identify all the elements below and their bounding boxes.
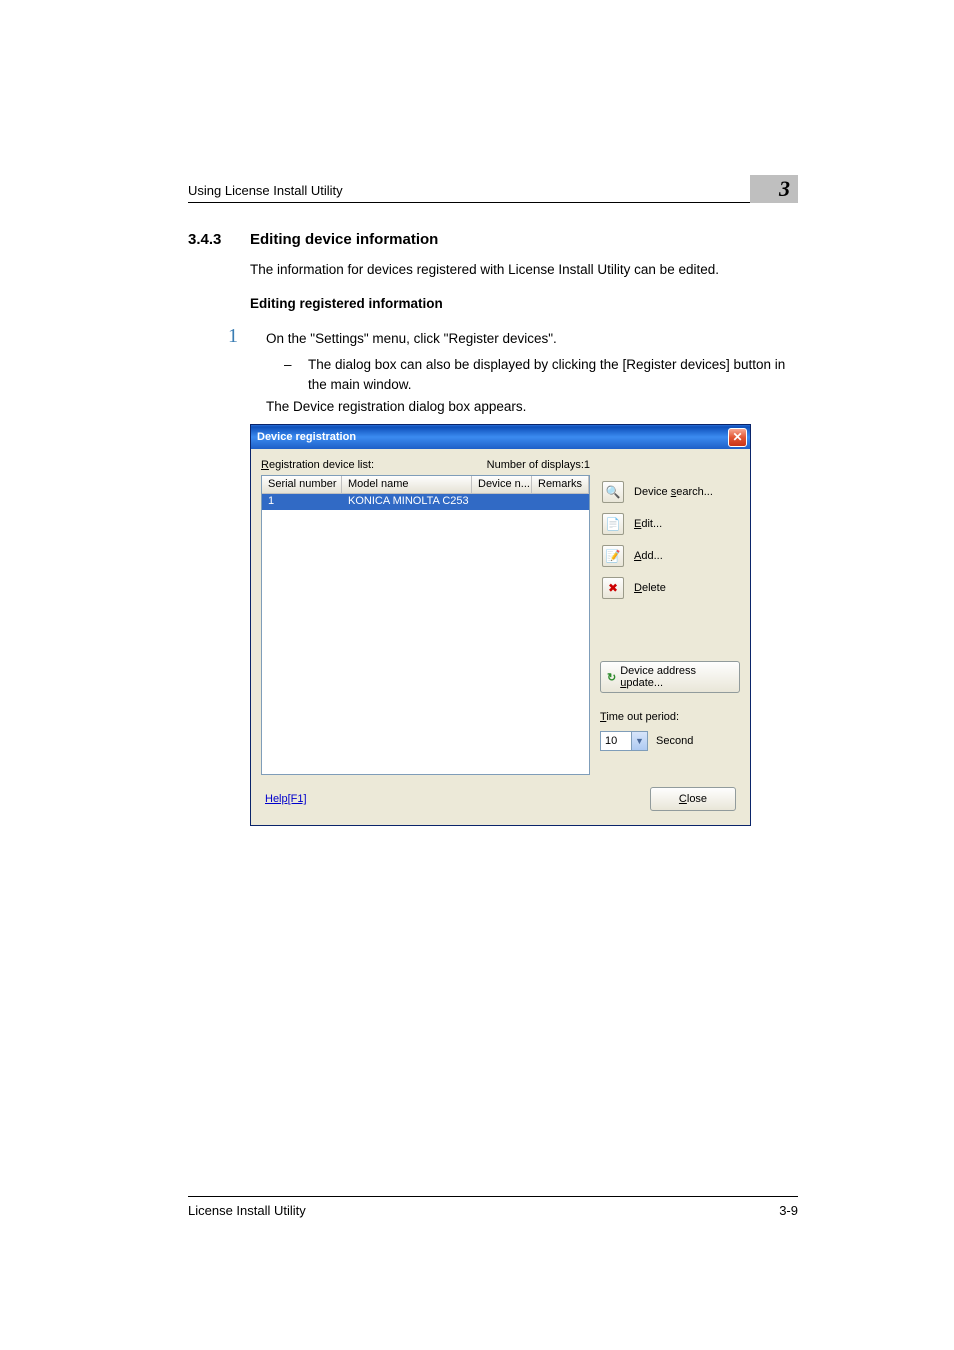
chapter-number: 3 bbox=[779, 176, 790, 202]
step-text: On the "Settings" menu, click "Register … bbox=[266, 325, 557, 349]
delete-icon: ✖ bbox=[602, 577, 624, 599]
col-remarks[interactable]: Remarks bbox=[532, 476, 589, 493]
add-icon: 📝 bbox=[602, 545, 624, 567]
sub-heading: Editing registered information bbox=[250, 296, 798, 311]
list-pane: Registration device list: Number of disp… bbox=[261, 459, 590, 775]
search-icon: 🔍 bbox=[602, 481, 624, 503]
col-devname[interactable]: Device n... bbox=[472, 476, 532, 493]
section-number: 3.4.3 bbox=[188, 231, 232, 248]
timeout-unit: Second bbox=[656, 735, 693, 747]
edit-icon: 📄 bbox=[602, 513, 624, 535]
running-head-text: Using License Install Utility bbox=[188, 183, 750, 198]
cell-serial: 1 bbox=[262, 494, 342, 510]
footer-right: 3-9 bbox=[779, 1203, 798, 1218]
intro-paragraph: The information for devices registered w… bbox=[250, 260, 798, 280]
button-pane: 🔍 Device search... 📄 Edit... 📝 Add... ✖ … bbox=[600, 459, 740, 775]
bullet-text: The dialog box can also be displayed by … bbox=[308, 355, 798, 396]
close-button[interactable]: Close bbox=[650, 787, 736, 811]
listview-header[interactable]: Serial number Model name Device n... Rem… bbox=[262, 476, 589, 494]
device-registration-dialog: Device registration ✕ Registration devic… bbox=[250, 424, 751, 826]
add-label: Add... bbox=[634, 550, 663, 562]
page-footer: License Install Utility 3-9 bbox=[188, 1196, 798, 1218]
device-address-update-button[interactable]: ↻ Device address update... bbox=[600, 661, 740, 693]
cell-model: KONICA MINOLTA C253 bbox=[342, 494, 472, 510]
table-row[interactable]: 1 KONICA MINOLTA C253 bbox=[262, 494, 589, 510]
device-search-button[interactable]: 🔍 Device search... bbox=[600, 481, 740, 503]
delete-label: Delete bbox=[634, 582, 666, 594]
timeout-value: 10 bbox=[601, 735, 631, 747]
step-bullet: – The dialog box can also be displayed b… bbox=[284, 355, 798, 396]
list-caption: Registration device list: bbox=[261, 459, 374, 471]
device-search-label: Device search... bbox=[634, 486, 713, 498]
edit-label: Edit... bbox=[634, 518, 662, 530]
cell-devname bbox=[472, 494, 532, 510]
add-button[interactable]: 📝 Add... bbox=[600, 545, 740, 567]
section-heading: 3.4.3 Editing device information bbox=[188, 231, 798, 248]
step-1: 1 On the "Settings" menu, click "Registe… bbox=[228, 325, 798, 349]
dialog-titlebar[interactable]: Device registration ✕ bbox=[251, 425, 750, 449]
step-number: 1 bbox=[228, 325, 244, 349]
delete-button[interactable]: ✖ Delete bbox=[600, 577, 740, 599]
dash: – bbox=[284, 355, 294, 396]
count-label: Number of displays:1 bbox=[487, 459, 590, 471]
cell-remarks bbox=[532, 494, 589, 510]
close-icon[interactable]: ✕ bbox=[728, 428, 747, 447]
timeout-combo[interactable]: 10 ▼ bbox=[600, 731, 648, 751]
col-model[interactable]: Model name bbox=[342, 476, 472, 493]
timeout-label: Time out period: bbox=[600, 711, 740, 723]
running-head: Using License Install Utility 3 bbox=[188, 175, 798, 203]
chapter-marker: 3 bbox=[750, 175, 798, 203]
chevron-down-icon[interactable]: ▼ bbox=[631, 732, 647, 750]
edit-button[interactable]: 📄 Edit... bbox=[600, 513, 740, 535]
refresh-label: Device address update... bbox=[620, 665, 733, 689]
dialog-title: Device registration bbox=[257, 431, 728, 443]
footer-left: License Install Utility bbox=[188, 1203, 306, 1218]
help-link[interactable]: Help[F1] bbox=[265, 793, 307, 805]
device-listview[interactable]: Serial number Model name Device n... Rem… bbox=[261, 475, 590, 775]
section-title: Editing device information bbox=[250, 231, 438, 248]
col-serial[interactable]: Serial number bbox=[262, 476, 342, 493]
result-text: The Device registration dialog box appea… bbox=[266, 399, 798, 414]
refresh-icon: ↻ bbox=[607, 671, 616, 684]
